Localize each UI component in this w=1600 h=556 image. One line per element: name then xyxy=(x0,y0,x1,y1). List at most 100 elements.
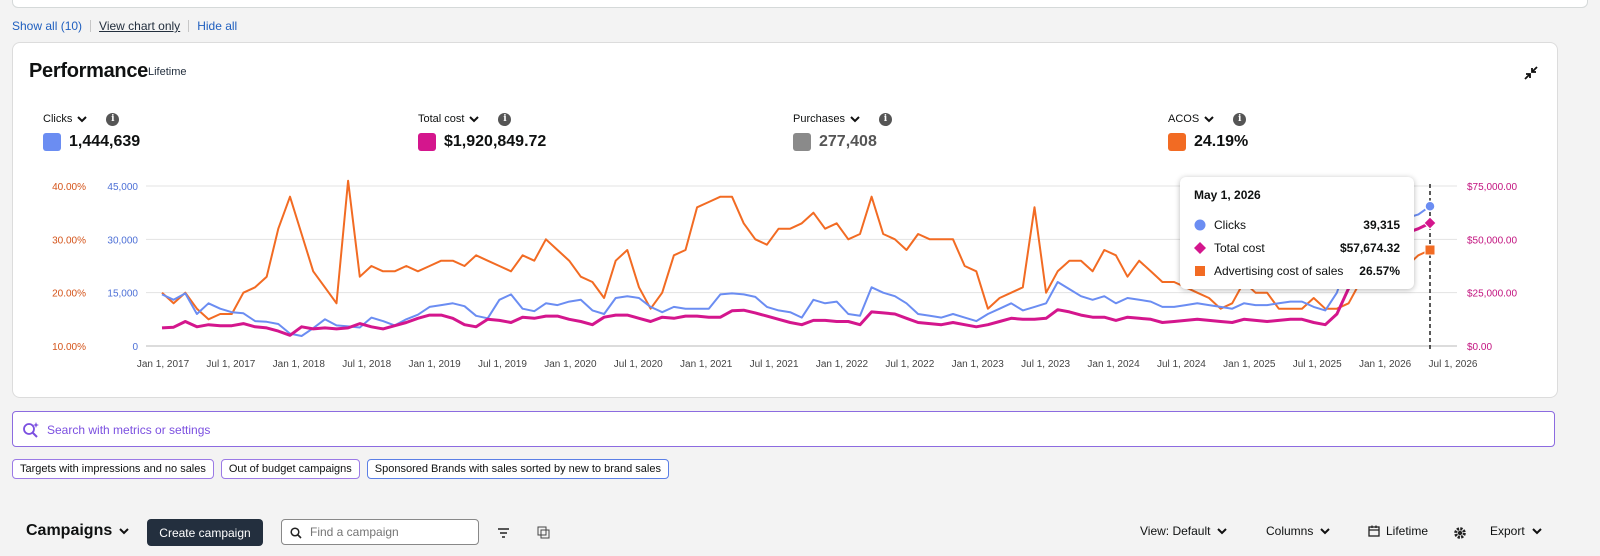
circle-marker-icon xyxy=(1194,219,1206,231)
metric-swatch[interactable] xyxy=(43,133,61,151)
divider xyxy=(90,20,92,32)
metric-swatch[interactable] xyxy=(418,133,436,151)
filter-icon[interactable] xyxy=(497,527,510,539)
chart-visibility-controls: Show all (10) View chart only Hide all xyxy=(12,19,237,33)
metric-total-cost: Total cost i $1,920,849.72 xyxy=(418,111,546,151)
x-tick-label: Jan 1, 2026 xyxy=(1359,359,1412,370)
metric-value: 277,408 xyxy=(819,133,877,150)
tooltip-label: Total cost xyxy=(1214,241,1265,255)
chart-tooltip: May 1, 2026 Clicks 39,315 Total cost $57… xyxy=(1180,177,1414,289)
chevron-down-icon[interactable] xyxy=(76,113,88,125)
tooltip-label: Advertising cost of sales xyxy=(1214,264,1344,278)
tooltip-value: 39,315 xyxy=(1363,218,1400,232)
x-tick-label: Jan 1, 2021 xyxy=(680,359,733,370)
find-campaign-field[interactable] xyxy=(281,519,479,545)
metric-swatch[interactable] xyxy=(793,133,811,151)
metric-value: $1,920,849.72 xyxy=(444,133,547,150)
gear-icon[interactable] xyxy=(1453,526,1467,540)
columns-dropdown[interactable]: Columns xyxy=(1266,524,1331,538)
metrics-search-input[interactable]: Search with metrics or settings xyxy=(12,411,1555,447)
metric-label: Total cost xyxy=(418,113,465,125)
campaigns-dropdown[interactable]: Campaigns xyxy=(26,522,130,540)
date-range-button[interactable]: Lifetime xyxy=(1368,524,1428,538)
acos-tick-label: 40.00% xyxy=(52,182,86,193)
view-dropdown[interactable]: View: Default xyxy=(1140,524,1228,538)
chevron-down-icon[interactable] xyxy=(849,113,861,125)
x-tick-label: Jan 1, 2017 xyxy=(137,359,190,370)
bulk-edit-icon[interactable] xyxy=(537,526,550,539)
chevron-down-icon xyxy=(1531,528,1542,535)
clicks-tick-label: 45,000 xyxy=(107,182,138,193)
total-cost-line xyxy=(161,221,1431,337)
chevron-down-icon[interactable] xyxy=(1203,113,1215,125)
x-tick-label: Jul 1, 2017 xyxy=(206,359,255,370)
top-panel-edge xyxy=(12,0,1588,8)
campaigns-title: Campaigns xyxy=(26,522,113,539)
square-marker-icon xyxy=(1195,266,1205,276)
chevron-down-icon xyxy=(1217,528,1228,535)
chevron-down-icon xyxy=(1320,528,1331,535)
metric-swatch[interactable] xyxy=(1168,133,1186,151)
metric-label: Clicks xyxy=(43,113,73,125)
metric-label: ACOS xyxy=(1168,113,1200,125)
clicks-hover-marker xyxy=(1424,200,1436,212)
chevron-down-icon xyxy=(119,528,129,535)
x-tick-label: Jul 1, 2020 xyxy=(614,359,663,370)
date-range-label: Lifetime xyxy=(1386,524,1429,538)
info-icon[interactable]: i xyxy=(106,112,120,126)
x-tick-label: Jul 1, 2019 xyxy=(478,359,527,370)
acos-tick-label: 10.00% xyxy=(52,342,86,353)
export-dropdown[interactable]: Export xyxy=(1490,524,1543,538)
export-label: Export xyxy=(1490,524,1525,538)
metric-label: Purchases xyxy=(793,113,845,125)
info-icon[interactable]: i xyxy=(1233,112,1247,126)
create-campaign-button[interactable]: Create campaign xyxy=(147,519,263,546)
calendar-icon xyxy=(1368,525,1380,537)
metric-acos: ACOS i 24.19% xyxy=(1168,111,1248,151)
find-campaign-input[interactable] xyxy=(308,524,472,540)
campaigns-toolbar: Campaigns Create campaign View: Default … xyxy=(0,518,1600,548)
tooltip-row-clicks: Clicks 39,315 xyxy=(1194,218,1400,232)
x-tick-label: Jan 1, 2023 xyxy=(952,359,1005,370)
suggestion-chip[interactable]: Sponsored Brands with sales sorted by ne… xyxy=(366,459,669,479)
cost-tick-label: $0.00 xyxy=(1467,342,1492,353)
x-tick-label: Jul 1, 2026 xyxy=(1429,359,1478,370)
x-tick-label: Jul 1, 2021 xyxy=(750,359,799,370)
performance-title: Performance xyxy=(29,60,148,82)
performance-chart[interactable]: 40.00% 30.00% 20.00% 10.00% 45,000 30,000 15,0… xyxy=(0,0,1600,400)
acos-hover-marker xyxy=(1424,244,1436,256)
performance-range: Lifetime xyxy=(148,66,187,78)
suggestion-chip[interactable]: Out of budget campaigns xyxy=(220,459,360,479)
tooltip-value: 26.57% xyxy=(1359,264,1400,278)
suggestion-chip[interactable]: Targets with impressions and no sales xyxy=(12,459,214,479)
view-chart-only-link[interactable]: View chart only xyxy=(99,19,181,33)
clicks-tick-label: 15,000 xyxy=(107,289,138,300)
collapse-icon[interactable] xyxy=(1523,65,1539,81)
view-label: View: Default xyxy=(1140,524,1211,538)
tooltip-value: $57,674.32 xyxy=(1339,241,1400,255)
x-tick-label: Jul 1, 2018 xyxy=(342,359,391,370)
diamond-marker-icon xyxy=(1194,242,1206,254)
tooltip-row-acos: Advertising cost of sales 26.57% xyxy=(1194,264,1400,278)
info-icon[interactable]: i xyxy=(498,112,512,126)
x-tick-label: Jan 1, 2019 xyxy=(408,359,461,370)
x-tick-label: Jul 1, 2022 xyxy=(885,359,934,370)
search-placeholder: Search with metrics or settings xyxy=(47,423,211,437)
total-cost-hover-marker xyxy=(1423,216,1437,230)
x-tick-label: Jul 1, 2025 xyxy=(1293,359,1342,370)
acos-tick-label: 30.00% xyxy=(52,235,86,246)
x-tick-label: Jan 1, 2025 xyxy=(1223,359,1276,370)
info-icon[interactable]: i xyxy=(878,112,892,126)
show-all-link[interactable]: Show all (10) xyxy=(12,19,83,33)
chevron-down-icon[interactable] xyxy=(468,113,480,125)
hide-all-link[interactable]: Hide all xyxy=(197,19,238,33)
metric-clicks: Clicks i 1,444,639 xyxy=(43,111,140,151)
ai-search-icon xyxy=(23,422,39,438)
cost-tick-label: $50,000.00 xyxy=(1467,235,1517,246)
x-tick-label: Jan 1, 2020 xyxy=(544,359,597,370)
cost-tick-label: $25,000.00 xyxy=(1467,289,1517,300)
tooltip-date: May 1, 2026 xyxy=(1194,188,1261,202)
suggested-searches: Targets with impressions and no sales Ou… xyxy=(12,459,669,479)
columns-label: Columns xyxy=(1266,524,1314,538)
x-tick-label: Jul 1, 2024 xyxy=(1157,359,1206,370)
